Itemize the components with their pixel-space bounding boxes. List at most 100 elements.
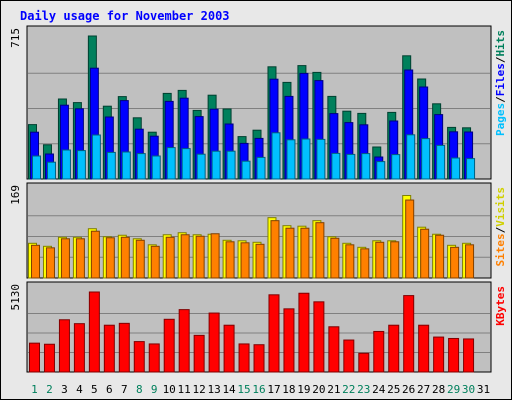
bar-kbytes-day-19	[298, 292, 310, 373]
bar-sites-day-21	[330, 237, 340, 279]
bar-pages-day-5	[91, 134, 101, 180]
bar-sites-day-12	[195, 235, 205, 279]
bar-sites-day-5	[90, 230, 100, 279]
bar-pages-day-15	[241, 160, 251, 180]
bar-sites-day-30	[465, 244, 475, 279]
x-tick-label-day-27: 27	[417, 383, 430, 396]
x-tick-label-day-10: 10	[163, 383, 176, 396]
bar-kbytes-day-20	[313, 301, 325, 373]
x-tick-label-day-3: 3	[61, 383, 68, 396]
x-tick-label-day-21: 21	[327, 383, 340, 396]
sites-legend: Sites/Visits	[494, 187, 507, 267]
bar-sites-day-4	[75, 238, 85, 279]
bar-sites-day-25	[390, 241, 400, 279]
x-tick-label-day-1: 1	[31, 383, 38, 396]
x-tick-label-day-30: 30	[462, 383, 475, 396]
x-tick-label-day-12: 12	[193, 383, 206, 396]
x-tick-label-day-18: 18	[282, 383, 295, 396]
bar-kbytes-day-28	[433, 336, 445, 373]
x-tick-label-day-17: 17	[267, 383, 280, 396]
x-tick-label-day-16: 16	[252, 383, 265, 396]
x-tick-label-day-31: 31	[477, 383, 490, 396]
bar-pages-day-12	[196, 153, 206, 180]
x-tick-label-day-7: 7	[121, 383, 128, 396]
bar-pages-day-6	[106, 151, 116, 180]
bar-pages-day-23	[361, 153, 371, 180]
bar-kbytes-day-26	[403, 295, 415, 373]
bar-sites-day-11	[180, 234, 190, 279]
bar-kbytes-day-3	[58, 319, 70, 373]
bar-kbytes-day-23	[358, 352, 370, 373]
bar-kbytes-day-6	[103, 324, 115, 373]
bar-kbytes-day-2	[43, 343, 55, 373]
x-tick-label-day-29: 29	[447, 383, 460, 396]
bar-sites-day-28	[435, 234, 445, 279]
bar-pages-day-29	[451, 157, 461, 180]
legend-kbytes: KBytes	[494, 286, 507, 326]
y-max-label-usage: 715	[9, 28, 22, 48]
bar-pages-day-13	[211, 150, 221, 180]
bar-kbytes-day-1	[29, 342, 40, 373]
bar-pages-day-20	[316, 138, 326, 180]
x-tick-label-day-15: 15	[237, 383, 250, 396]
bar-sites-day-15	[240, 242, 250, 279]
bar-kbytes-day-12	[193, 334, 205, 373]
legend-files: Files	[494, 63, 507, 96]
x-tick-label-day-22: 22	[342, 383, 355, 396]
y-max-label-sites: 169	[9, 185, 22, 205]
usage-legend: Pages/Files/Hits	[494, 30, 507, 136]
bar-pages-day-30	[466, 158, 476, 180]
x-tick-label-day-9: 9	[151, 383, 158, 396]
x-tick-label-day-25: 25	[387, 383, 400, 396]
bar-pages-day-11	[181, 148, 191, 180]
bar-pages-day-9	[151, 155, 161, 180]
x-tick-label-day-5: 5	[91, 383, 98, 396]
x-tick-label-day-14: 14	[222, 383, 236, 396]
bar-sites-day-22	[345, 244, 355, 279]
bar-sites-day-1	[31, 244, 40, 279]
bar-pages-day-17	[271, 132, 281, 180]
bar-pages-day-25	[391, 154, 401, 180]
bar-sites-day-7	[120, 236, 130, 279]
bar-kbytes-day-9	[148, 343, 160, 373]
bar-pages-day-28	[436, 144, 446, 180]
x-tick-label-day-2: 2	[46, 383, 53, 396]
bar-pages-day-19	[301, 138, 311, 180]
bar-sites-day-2	[45, 247, 55, 279]
bar-sites-day-24	[375, 241, 385, 279]
bar-pages-day-26	[406, 134, 416, 180]
legend-visits: Visits	[494, 187, 507, 227]
bar-pages-day-27	[421, 138, 431, 180]
bar-kbytes-day-22	[343, 339, 355, 373]
bar-kbytes-day-17	[268, 294, 280, 373]
bar-sites-day-9	[150, 245, 160, 279]
bar-pages-day-8	[136, 153, 146, 180]
bar-kbytes-day-4	[73, 323, 85, 373]
bar-kbytes-day-16	[253, 344, 265, 373]
x-tick-label-day-6: 6	[106, 383, 113, 396]
legend-separator: /	[494, 96, 507, 103]
bar-pages-day-22	[346, 153, 356, 180]
bar-kbytes-day-25	[388, 324, 400, 373]
x-tick-label-day-8: 8	[136, 383, 143, 396]
bar-kbytes-day-15	[238, 343, 250, 373]
bar-sites-day-14	[225, 241, 235, 279]
bar-kbytes-day-5	[88, 291, 100, 373]
bar-kbytes-day-10	[163, 318, 175, 373]
x-tick-label-day-11: 11	[178, 383, 191, 396]
bar-pages-day-7	[121, 151, 131, 180]
legend-hits: Hits	[494, 30, 507, 57]
x-tick-label-day-4: 4	[76, 383, 83, 396]
bar-kbytes-day-7	[118, 322, 130, 373]
x-tick-label-day-19: 19	[297, 383, 310, 396]
bar-kbytes-day-27	[418, 324, 430, 373]
bar-kbytes-day-8	[133, 341, 145, 373]
legend-separator: /	[494, 56, 507, 63]
bar-kbytes-day-13	[208, 312, 220, 373]
bar-sites-day-6	[105, 237, 115, 279]
bar-pages-day-16	[256, 156, 266, 180]
bar-kbytes-day-24	[373, 330, 385, 373]
bar-sites-day-17	[270, 220, 280, 279]
legend-sites: Sites	[494, 233, 507, 266]
